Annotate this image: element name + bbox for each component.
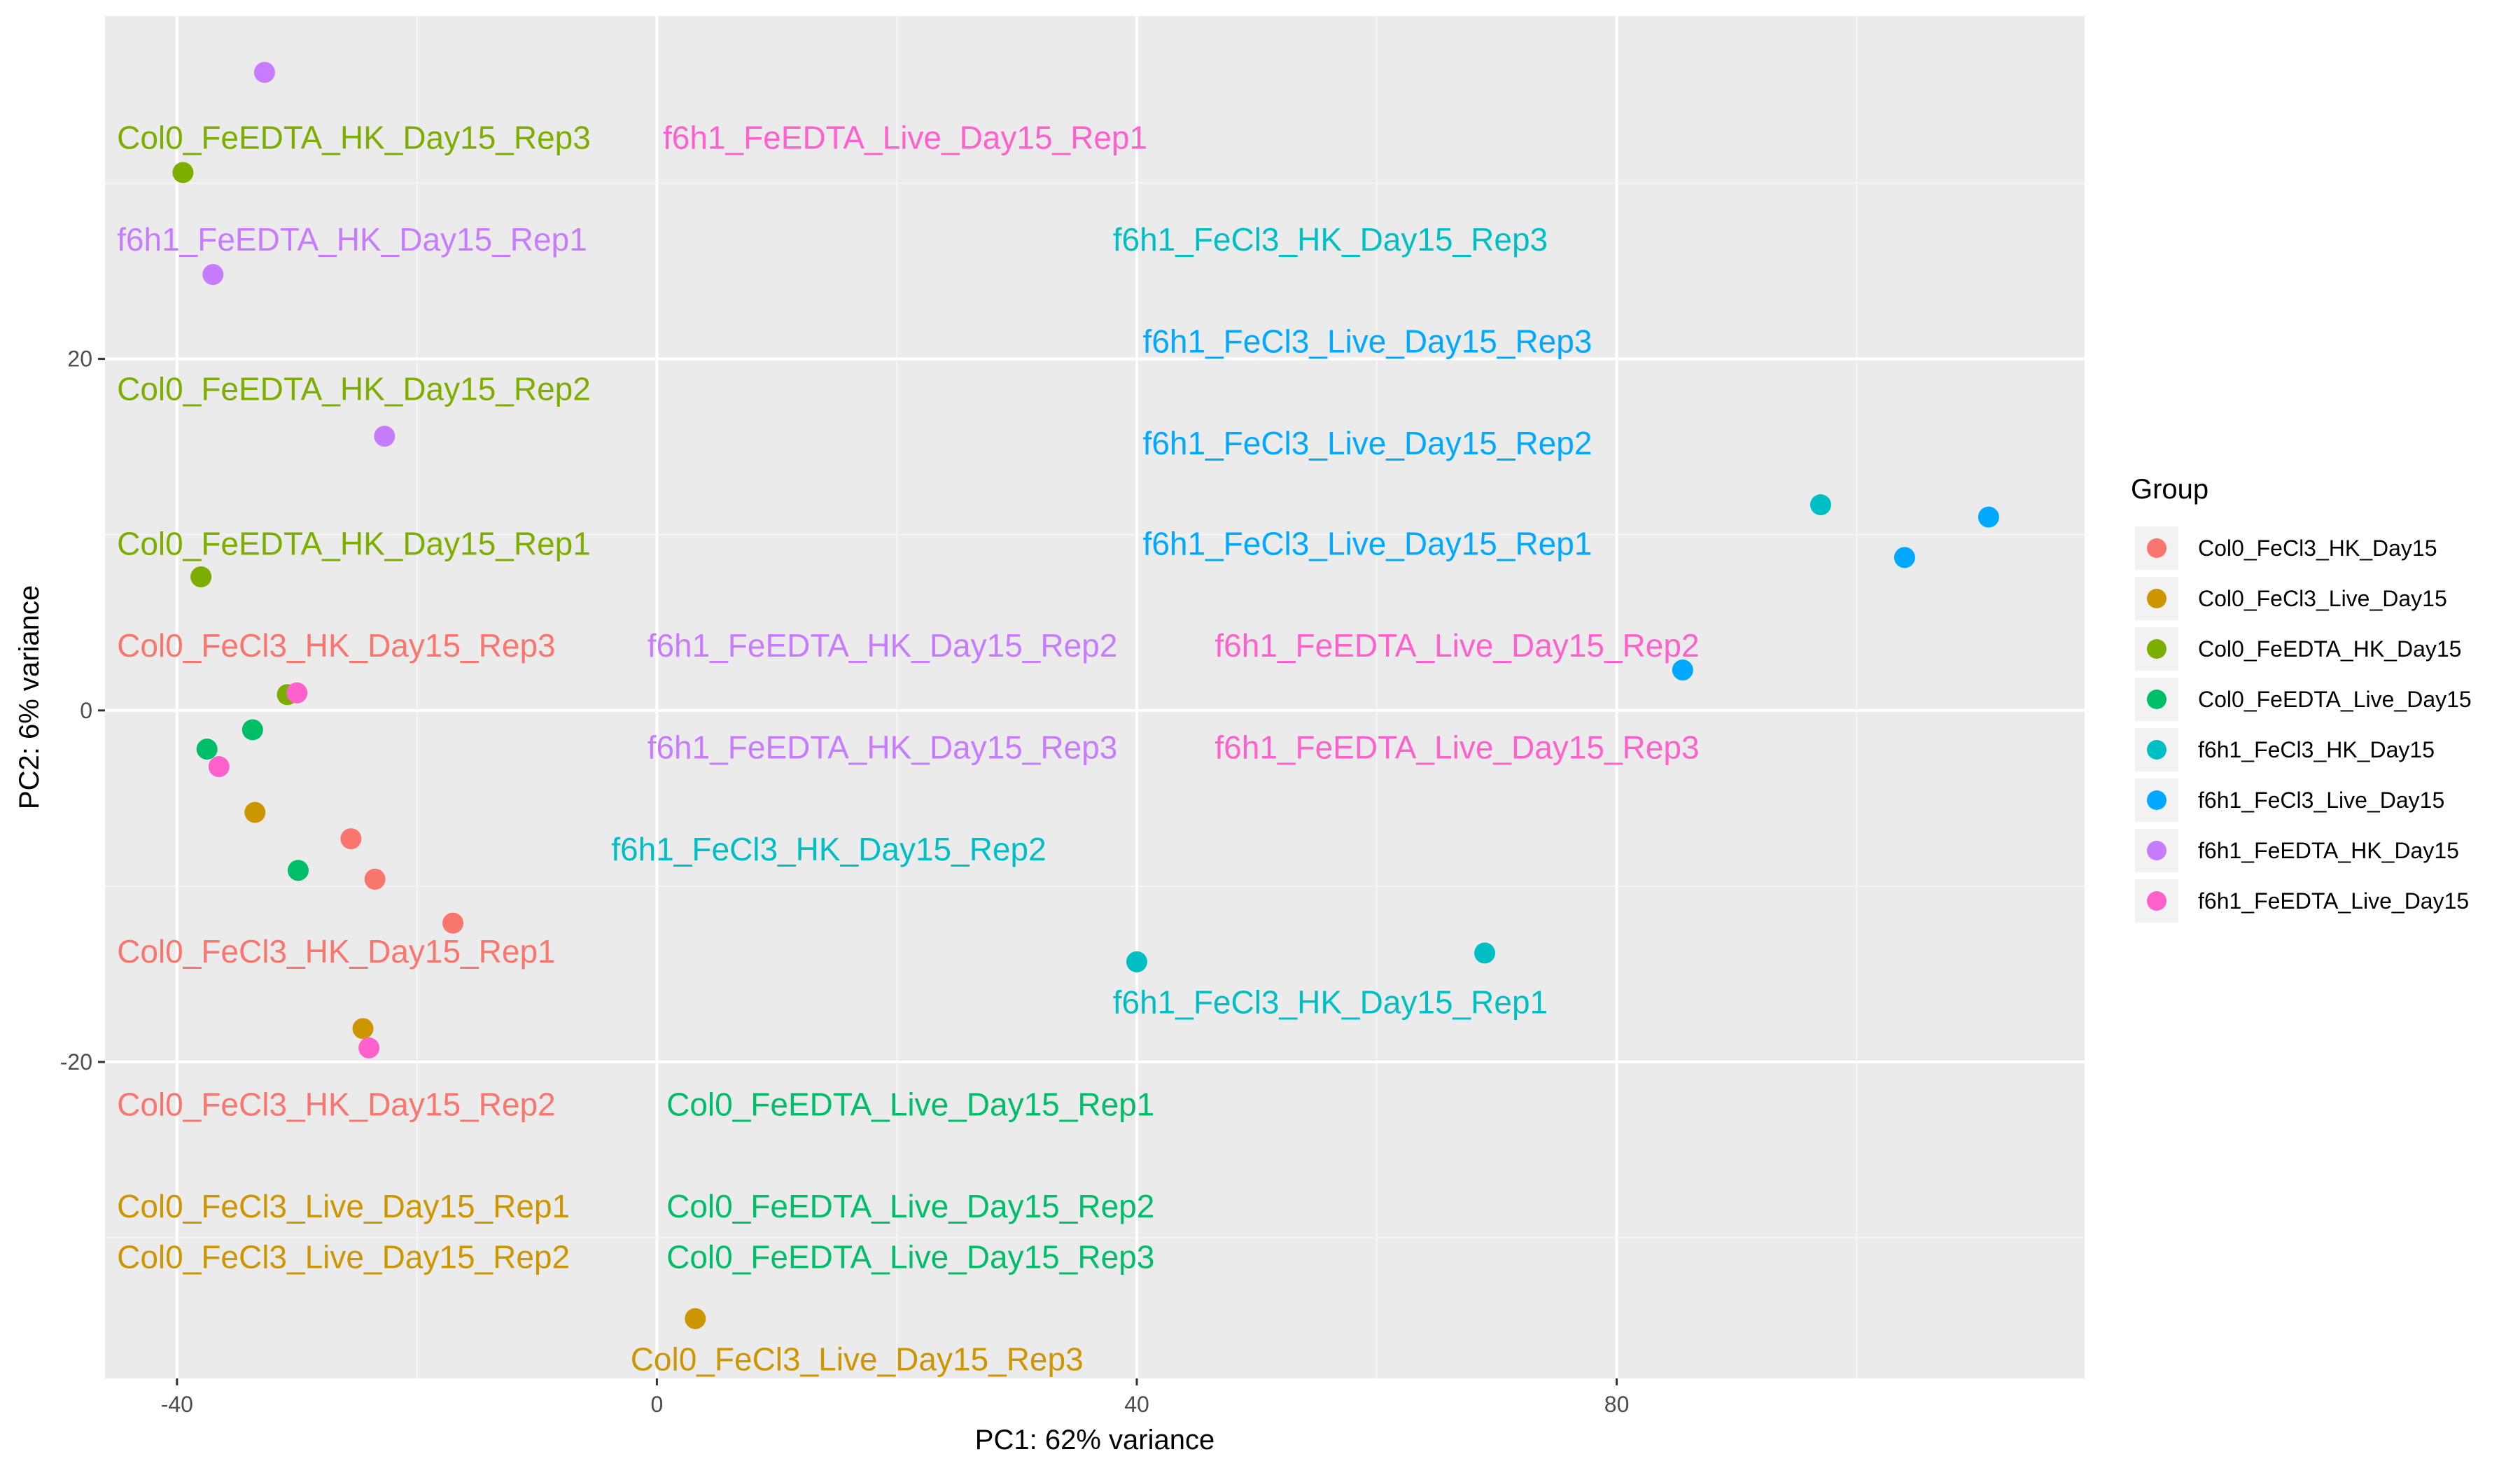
point-label: Col0_FeCl3_HK_Day15_Rep2 [117,1086,555,1122]
legend-label: Col0_FeCl3_Live_Day15 [2198,586,2447,611]
point-label: Col0_FeEDTA_HK_Day15_Rep3 [117,119,591,155]
legend-title: Group [2131,474,2208,505]
point-label: Col0_FeEDTA_Live_Day15_Rep1 [666,1086,1154,1122]
legend-label: Col0_FeEDTA_HK_Day15 [2198,636,2461,662]
data-point [172,162,194,183]
point-label: f6h1_FeEDTA_Live_Day15_Rep3 [1214,729,1699,766]
data-point [253,62,275,83]
point-label: Col0_FeEDTA_Live_Day15_Rep3 [666,1239,1154,1275]
data-point [364,868,386,890]
data-point [1809,494,1831,516]
legend-swatch [2147,639,2166,659]
point-label: Col0_FeCl3_Live_Day15_Rep2 [117,1239,570,1275]
data-point [1977,506,1999,528]
legend-swatch [2147,690,2166,709]
data-point [352,1018,374,1040]
data-point [287,860,309,881]
y-tick-label: -20 [60,1049,92,1075]
data-point [1893,547,1915,568]
legend-label: f6h1_FeEDTA_Live_Day15 [2198,888,2469,914]
legend-swatch [2147,790,2166,810]
panel-background [105,16,2085,1378]
x-tick-label: 80 [1604,1392,1630,1417]
point-label: Col0_FeCl3_Live_Day15_Rep3 [631,1341,1084,1377]
data-point [1474,942,1496,964]
legend-swatch [2147,589,2166,608]
data-points [172,62,1999,1329]
point-label: f6h1_FeCl3_HK_Day15_Rep2 [611,831,1046,867]
legend-swatch [2147,538,2166,558]
data-point [442,912,464,934]
data-point [241,719,263,741]
legend: Group Col0_FeCl3_HK_Day15 Col0_FeCl3_Live… [2131,474,2472,923]
grid-major [105,16,2085,1378]
point-label: Col0_FeEDTA_HK_Day15_Rep2 [117,370,591,407]
data-point [1672,659,1693,681]
data-point [340,828,362,850]
point-label: Col0_FeEDTA_Live_Day15_Rep2 [666,1188,1154,1224]
data-point [1126,951,1147,972]
point-label: f6h1_FeCl3_Live_Day15_Rep2 [1143,425,1592,461]
point-label: Col0_FeCl3_Live_Day15_Rep1 [117,1188,570,1224]
point-label: Col0_FeCl3_HK_Day15_Rep3 [117,627,555,664]
y-tick-label: 0 [80,698,92,723]
legend-items: Col0_FeCl3_HK_Day15 Col0_FeCl3_Live_Day15… [2135,526,2472,923]
data-point [244,802,266,823]
data-point [358,1037,380,1058]
point-label: f6h1_FeCl3_Live_Day15_Rep1 [1143,525,1592,561]
point-label: f6h1_FeCl3_HK_Day15_Rep3 [1113,221,1548,258]
y-tick-label: 20 [67,347,92,372]
axis-ticks [98,358,1618,1385]
legend-swatch [2147,841,2166,860]
x-tick-label: 40 [1124,1392,1149,1417]
point-label: f6h1_FeEDTA_Live_Day15_Rep1 [663,119,1147,155]
point-label: f6h1_FeEDTA_HK_Day15_Rep3 [648,729,1118,766]
legend-swatch [2147,740,2166,760]
legend-label: Col0_FeEDTA_Live_Day15 [2198,687,2472,712]
legend-label: f6h1_FeCl3_Live_Day15 [2198,788,2444,813]
x-axis-title: PC1: 62% variance [975,1425,1214,1455]
point-label: Col0_FeCl3_HK_Day15_Rep1 [117,933,555,970]
point-label: f6h1_FeCl3_HK_Day15_Rep1 [1113,984,1548,1021]
data-point [190,566,212,587]
y-axis-title: PC2: 6% variance [14,585,45,809]
legend-label: f6h1_FeEDTA_HK_Day15 [2198,838,2459,863]
point-label: Col0_FeEDTA_HK_Day15_Rep1 [117,525,591,561]
axis-tick-labels: -40 0 40 80 -20 0 20 [60,347,1630,1417]
point-label: f6h1_FeCl3_Live_Day15_Rep3 [1143,323,1592,360]
data-point [286,682,308,704]
x-tick-label: -40 [161,1392,193,1417]
point-label: f6h1_FeEDTA_HK_Day15_Rep1 [117,221,587,258]
grid-minor [105,16,2085,1378]
x-tick-label: 0 [651,1392,664,1417]
point-label: f6h1_FeEDTA_Live_Day15_Rep2 [1214,627,1699,664]
point-label: f6h1_FeEDTA_HK_Day15_Rep2 [648,627,1118,664]
legend-label: Col0_FeCl3_HK_Day15 [2198,536,2437,561]
data-point [196,739,218,760]
data-point [202,264,224,286]
legend-label: f6h1_FeCl3_HK_Day15 [2198,737,2435,762]
legend-swatch [2147,891,2166,911]
data-point [685,1308,706,1329]
data-point [208,756,230,778]
data-point [374,426,396,447]
point-annotations: Col0_FeEDTA_HK_Day15_Rep3 f6h1_FeEDTA_Liv… [117,119,1699,1377]
